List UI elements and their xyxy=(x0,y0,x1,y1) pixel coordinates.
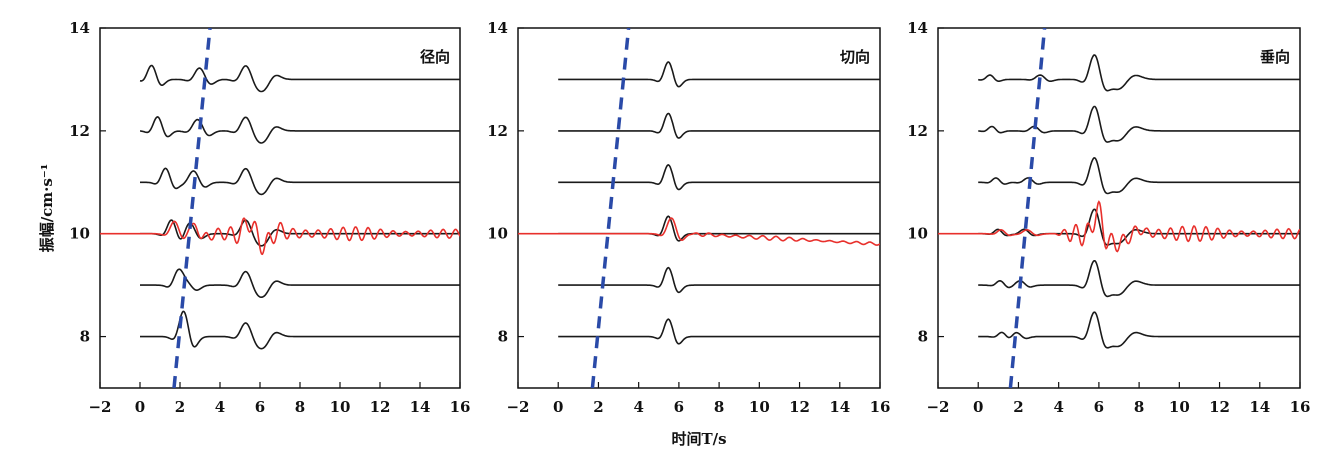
x-tick-label: 2 xyxy=(593,398,603,416)
trace-line xyxy=(558,112,880,139)
x-tick-label: 16 xyxy=(1290,398,1311,416)
x-tick-label: 6 xyxy=(255,398,265,416)
panel-title: 垂向 xyxy=(1260,48,1290,66)
x-tick-label: 6 xyxy=(674,398,684,416)
y-tick-label: 14 xyxy=(69,19,90,37)
x-tick-label: 14 xyxy=(1249,398,1270,416)
y-tick-label: 12 xyxy=(487,122,508,140)
x-tick-label: 6 xyxy=(1094,398,1104,416)
x-tick-label: 14 xyxy=(829,398,850,416)
x-axis-title: 时间T/s xyxy=(671,430,726,448)
y-tick-label: 14 xyxy=(907,19,928,37)
plot-frame xyxy=(99,27,461,389)
y-tick-label: 14 xyxy=(487,19,508,37)
trace-line xyxy=(978,105,1300,143)
trace-line xyxy=(140,219,460,247)
trace-line xyxy=(978,311,1300,349)
x-tick-label: 12 xyxy=(789,398,810,416)
x-tick-label: 4 xyxy=(215,398,225,416)
trace-line xyxy=(558,318,880,345)
trace-line xyxy=(978,54,1300,92)
plot-frame xyxy=(517,27,881,389)
x-tick-label: 12 xyxy=(370,398,391,416)
trace-line xyxy=(140,268,460,298)
x-tick-label: 0 xyxy=(553,398,563,416)
y-tick-label: 8 xyxy=(498,328,508,346)
y-tick-label: 10 xyxy=(487,225,508,243)
y-axis-title: 振幅/cm·s⁻¹ xyxy=(38,164,56,253)
y-tick-label: 10 xyxy=(907,225,928,243)
trace-line xyxy=(558,266,880,294)
x-tick-label: 14 xyxy=(410,398,431,416)
panel-1: −2 0 2 4 6 8 10 12 14 16 8 10 12 14 径向 xyxy=(69,19,470,416)
x-tick-label: 4 xyxy=(633,398,643,416)
trace-line xyxy=(978,208,1300,246)
x-tick-label: 8 xyxy=(714,398,724,416)
y-tick-label: 10 xyxy=(69,225,90,243)
x-tick-label: −2 xyxy=(926,398,949,416)
y-tick-label: 12 xyxy=(907,122,928,140)
trace-line xyxy=(978,260,1300,298)
x-tick-label: 16 xyxy=(450,398,471,416)
highlight-trace-line xyxy=(518,217,880,246)
trace-line xyxy=(140,116,460,144)
moveout-dashed-line xyxy=(1008,28,1047,388)
x-tick-label: 0 xyxy=(135,398,145,416)
highlight-trace-line xyxy=(100,217,460,256)
moveout-dashed-line xyxy=(590,28,631,388)
x-tick-label: 8 xyxy=(295,398,305,416)
highlight-trace-line xyxy=(938,200,1300,253)
panel-3: −2 0 2 4 6 8 10 12 14 16 8 10 12 14 垂向 xyxy=(907,19,1310,416)
x-tick-label: 2 xyxy=(175,398,185,416)
trace-line xyxy=(139,64,460,93)
trace-line xyxy=(558,164,880,191)
plot-area xyxy=(938,28,1300,388)
trace-line xyxy=(140,310,460,350)
y-tick-label: 8 xyxy=(80,328,90,346)
y-tick-label: 8 xyxy=(918,328,928,346)
trace-line xyxy=(140,167,460,196)
x-tick-label: 12 xyxy=(1209,398,1230,416)
trace-line xyxy=(558,61,880,88)
y-tick-label: 12 xyxy=(69,122,90,140)
x-tick-label: 10 xyxy=(330,398,351,416)
moveout-dashed-line xyxy=(172,28,212,388)
trace-line xyxy=(978,157,1300,195)
plot-area xyxy=(100,28,460,388)
x-tick-label: 16 xyxy=(870,398,891,416)
x-tick-label: 2 xyxy=(1013,398,1023,416)
x-tick-label: −2 xyxy=(88,398,111,416)
plot-area xyxy=(518,28,880,388)
x-tick-label: 10 xyxy=(749,398,770,416)
panel-2: −2 0 2 4 6 8 10 12 14 16 8 10 12 14 切向 xyxy=(487,19,890,416)
panel-title: 径向 xyxy=(420,48,450,66)
x-tick-label: 10 xyxy=(1169,398,1190,416)
x-tick-label: 0 xyxy=(973,398,983,416)
plot-frame xyxy=(937,27,1301,389)
panel-title: 切向 xyxy=(840,48,870,66)
x-tick-label: 4 xyxy=(1053,398,1063,416)
x-tick-label: 8 xyxy=(1134,398,1144,416)
x-tick-label: −2 xyxy=(506,398,529,416)
